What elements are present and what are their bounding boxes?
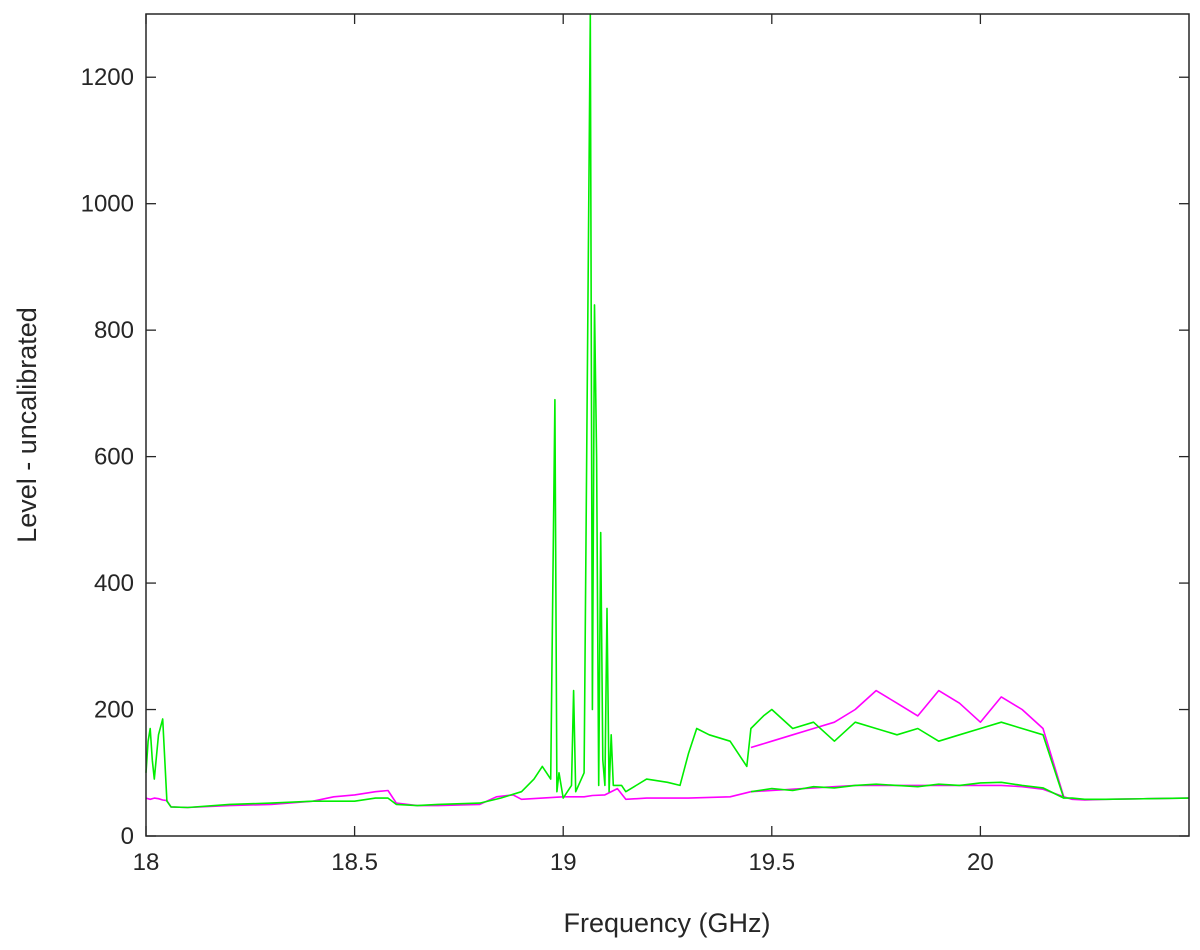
series-line-1 (750, 689, 1065, 798)
plot-background (146, 14, 1189, 836)
x-tick-label-3: 19.5 (748, 849, 795, 876)
x-tick-label-4: 20 (967, 849, 994, 876)
y-axis-label: Level - uncalibrated (12, 307, 42, 543)
x-tick-label-2: 19 (550, 849, 577, 876)
x-tick-label-1: 18.5 (331, 849, 378, 876)
x-axis-label: Frequency (GHz) (563, 908, 770, 938)
series-line-3 (750, 781, 1065, 799)
y-tick-label-6: 1200 (81, 64, 134, 91)
series-line-2 (145, 13, 1190, 809)
series-line-0 (145, 784, 1190, 809)
x-tick-label-0: 18 (133, 849, 160, 876)
y-tick-label-0: 0 (121, 823, 134, 850)
y-tick-label-1: 200 (94, 697, 134, 724)
y-tick-label-4: 800 (94, 317, 134, 344)
axes-box (145, 13, 1190, 837)
series-layer (145, 13, 1190, 809)
y-tick-label-3: 600 (94, 444, 134, 471)
axes (145, 13, 1190, 837)
y-tick-label-2: 400 (94, 570, 134, 597)
y-tick-label-5: 1000 (81, 191, 134, 218)
